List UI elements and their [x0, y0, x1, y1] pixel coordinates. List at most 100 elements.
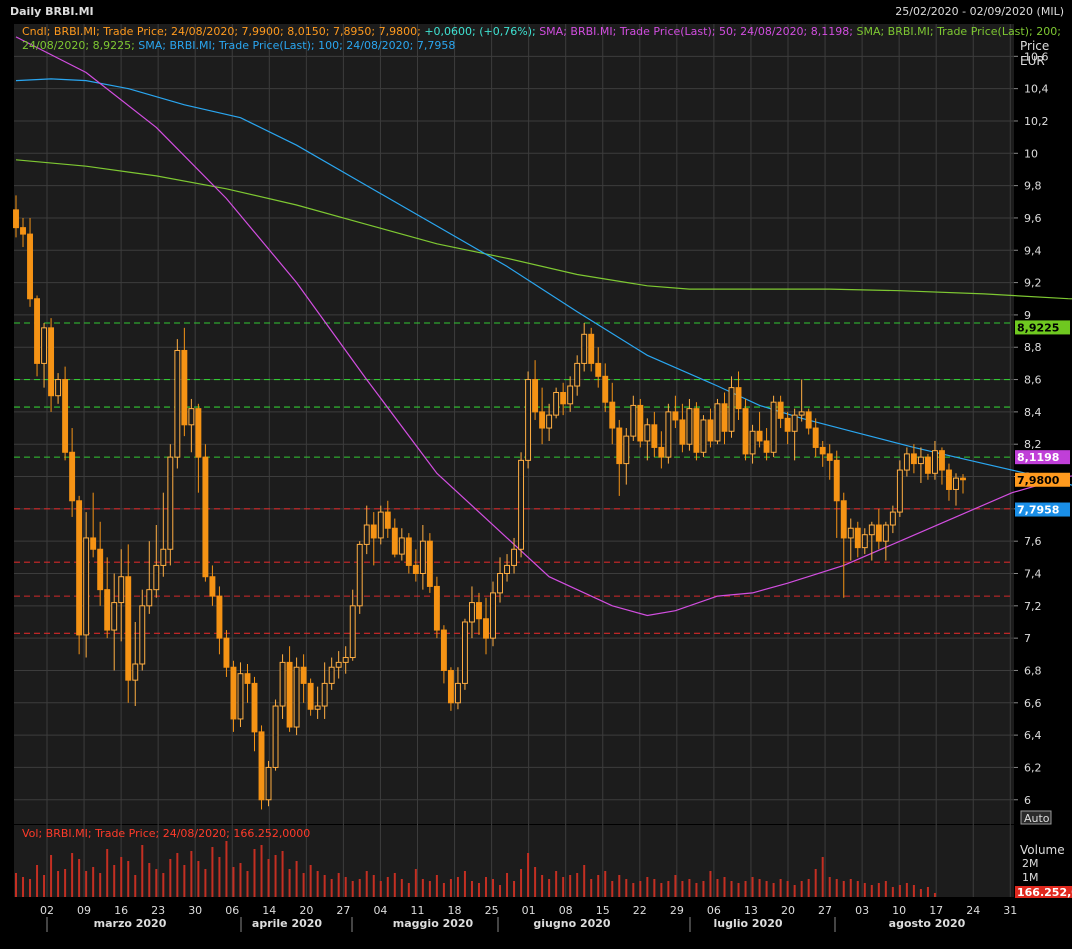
sma-50-line: [15, 36, 1072, 617]
candle-body: [104, 589, 111, 631]
volume-axis-title: Volume: [1020, 843, 1065, 857]
legend-segment: SMA; BRBI.MI; Trade Price(Last); 100; 24…: [134, 39, 456, 52]
candle-body: [230, 666, 237, 720]
legend-segment: Cndl; BRBI.MI; Trade Price; 24/08/2020; …: [22, 25, 421, 38]
volume-bar: [618, 875, 621, 897]
day-tick-label: 09: [77, 904, 91, 917]
candle-body: [139, 605, 146, 665]
candle-body: [953, 477, 959, 490]
volume-bar: [842, 881, 845, 897]
volume-bar: [316, 871, 319, 897]
candle-body: [875, 524, 882, 542]
price-badge: [1015, 450, 1070, 465]
candle-body: [735, 387, 742, 410]
candle-body: [546, 414, 553, 429]
date-axis-bg: [0, 897, 1072, 949]
volume-bar: [197, 861, 200, 897]
day-tick-label: 25: [485, 904, 499, 917]
candle-body: [174, 349, 181, 458]
candle-body: [398, 537, 405, 555]
volume-bar: [674, 875, 677, 897]
volume-bar: [323, 875, 326, 897]
volume-bar: [218, 857, 221, 897]
candle-body: [83, 537, 90, 636]
volume-bar: [709, 871, 712, 897]
candle-body: [244, 673, 251, 684]
volume-bar: [933, 893, 936, 897]
volume-bar: [365, 871, 368, 897]
volume-bar: [99, 873, 102, 897]
candle-body: [511, 548, 518, 566]
volume-bar: [309, 865, 312, 897]
candle-body: [118, 576, 125, 604]
price-tick-label: 10,6: [1024, 50, 1049, 63]
volume-bar: [393, 873, 396, 897]
candle-body: [763, 440, 770, 453]
chart-title: Daily BRBI.MI: [10, 5, 94, 18]
volume-bar: [849, 879, 852, 897]
candle-body: [658, 446, 665, 458]
volume-bar: [583, 865, 586, 897]
candle-body: [707, 419, 714, 442]
candle-body: [433, 585, 440, 631]
volume-bar: [723, 877, 726, 897]
day-tick-label: 20: [299, 904, 313, 917]
volume-bar: [344, 877, 347, 897]
day-tick-label: 14: [262, 904, 276, 917]
volume-bar: [660, 883, 663, 897]
price-tick-label: 9,4: [1024, 244, 1042, 257]
candle-body: [286, 661, 293, 728]
volume-bar: [758, 879, 761, 897]
volume-bar: [470, 881, 473, 897]
candle-body: [595, 362, 602, 377]
volume-bar: [358, 879, 361, 897]
volume-bar: [295, 861, 298, 897]
candle-body: [791, 414, 798, 432]
candle-body: [504, 564, 510, 574]
volume-bar: [793, 885, 796, 897]
volume-bar: [64, 869, 67, 897]
sma-200-line: [15, 159, 1072, 300]
volume-bar: [919, 889, 922, 897]
volume-bar: [141, 845, 144, 897]
candle-body: [356, 543, 363, 607]
price-tick-label: 6,6: [1024, 697, 1042, 710]
volume-bar: [562, 877, 565, 897]
candle-body: [714, 403, 721, 442]
price-tick-label: 7,6: [1024, 535, 1042, 548]
candle-body: [868, 524, 875, 536]
support-resistance-levels: [14, 322, 1014, 634]
candle-body: [160, 548, 167, 566]
candle-body: [581, 333, 588, 364]
title-bar: Daily BRBI.MI 25/02/2020 - 02/09/2020 (M…: [0, 0, 1072, 24]
candle-body: [62, 379, 69, 453]
volume-bars: [15, 841, 936, 897]
price-tick-label: 9,2: [1024, 277, 1042, 290]
price-tick-label: 8,2: [1024, 438, 1042, 451]
month-label: aprile 2020: [252, 917, 323, 930]
day-tick-label: 08: [559, 904, 573, 917]
candle-body: [307, 682, 314, 710]
volume-bar: [267, 859, 270, 897]
candle-body: [672, 411, 679, 421]
candle-body: [665, 411, 672, 458]
volume-bar: [442, 883, 445, 897]
candle-body: [349, 605, 356, 659]
volume-bar: [646, 877, 649, 897]
volume-bar: [653, 879, 656, 897]
volume-bar: [513, 881, 516, 897]
volume-bar: [898, 885, 901, 897]
legend-segment: SMA; BRBI.MI; Trade Price(Last); 50; 24/…: [535, 25, 853, 38]
volume-bar: [253, 849, 256, 897]
candle-body: [20, 227, 26, 235]
day-tick-label: 04: [373, 904, 387, 917]
volume-bar: [386, 877, 389, 897]
candle-body: [819, 446, 826, 455]
auto-scale-button[interactable]: Auto: [1020, 810, 1052, 825]
candle-body: [90, 537, 97, 550]
candle-body: [518, 459, 525, 550]
candle-body: [805, 411, 812, 429]
volume-bar: [351, 881, 354, 897]
day-tick-label: 27: [818, 904, 832, 917]
day-tick-label: 13: [744, 904, 758, 917]
